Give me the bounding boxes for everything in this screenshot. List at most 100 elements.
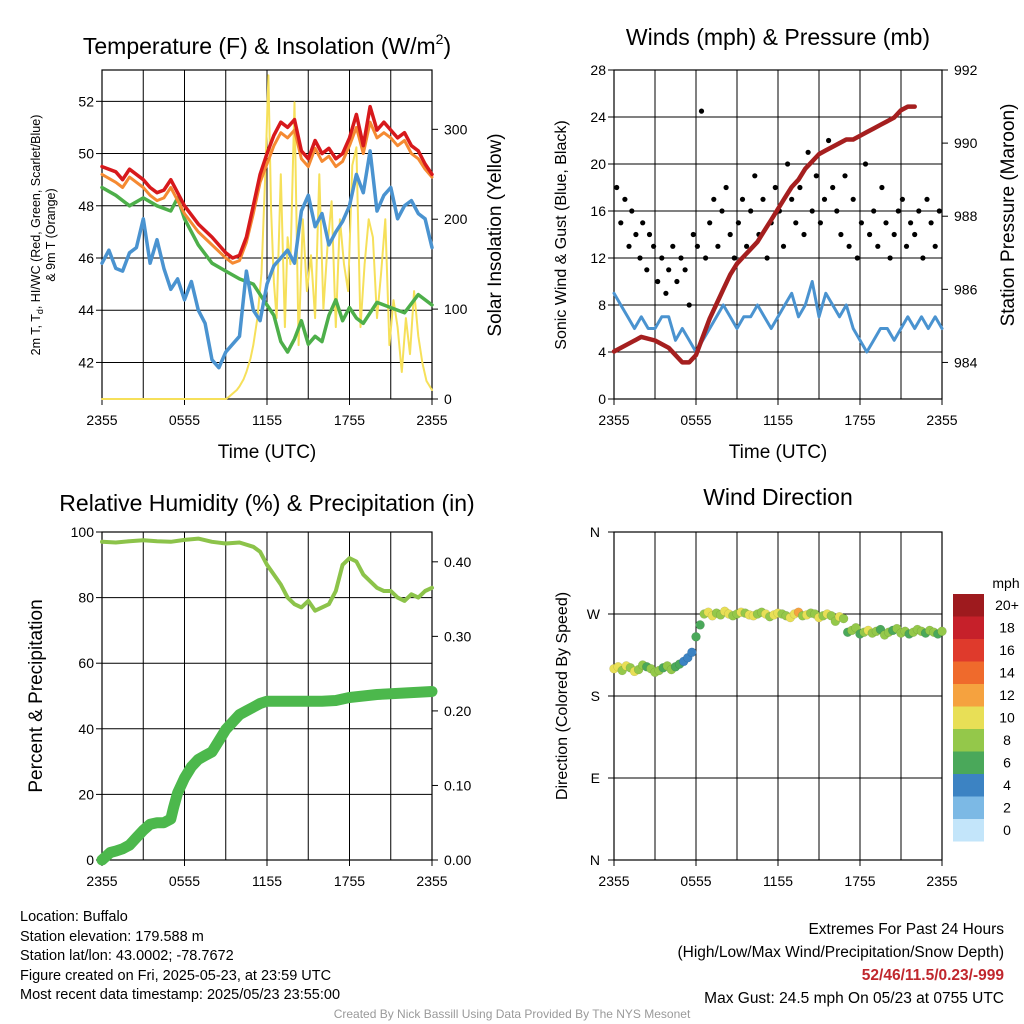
- wind-gust-point: [830, 184, 836, 191]
- colorbar-label: 6: [1003, 755, 1011, 771]
- wind-gust-point: [644, 267, 650, 273]
- wind-gust-point: [698, 108, 705, 114]
- colorbar-swatch: [953, 819, 984, 842]
- wind-gust-point: [731, 255, 737, 261]
- wind-gust-point: [640, 220, 646, 226]
- wind-gust-point: [785, 161, 791, 167]
- rh-xtick-label: 1755: [334, 873, 365, 889]
- winds-ylabel: Sonic Wind & Gust (Blue, Black): [553, 120, 570, 349]
- extremes-values: 52/46/11.5/0.23/-999: [861, 967, 1004, 984]
- humidity-title: Relative Humidity (%) & Precipitation (i…: [59, 490, 474, 516]
- temp-ytick-label: 46: [78, 250, 94, 266]
- colorbar-label: 4: [1003, 777, 1011, 793]
- wind-gust-point: [626, 243, 632, 249]
- wind-gust-point: [703, 255, 709, 261]
- wind-gust-point: [842, 173, 848, 179]
- wind-gust-point: [912, 231, 918, 238]
- dir-xtick-label: 1755: [844, 873, 875, 889]
- humidity-panel: Relative Humidity (%) & Precipitation (i…: [26, 490, 475, 889]
- wind-speed-line: [612, 280, 944, 354]
- humidity-plot: 2355 0555 1155 1755 2355 0 20 40 60 80 100 0.00 0.10…: [71, 524, 472, 889]
- rh-y2tick-label: 0.00: [444, 852, 471, 868]
- wind-gust-point: [663, 290, 669, 296]
- temp-xtick-label: 0555: [169, 412, 200, 428]
- temp-y2tick-label: 0: [444, 391, 452, 407]
- wind-gust-point: [801, 231, 807, 238]
- dir-ytick-label: N: [590, 852, 600, 868]
- direction-panel: Wind Direction 2355 0555 1155 1755 2355 N E S W N…: [554, 484, 1020, 889]
- wind-gust-point: [834, 208, 840, 214]
- wind-gust-point: [748, 208, 754, 214]
- rh-xtick-label: 1155: [252, 873, 282, 889]
- colorbar-swatch: [953, 751, 984, 774]
- wind-gust-point: [850, 196, 856, 202]
- wind-gust-point: [772, 184, 778, 191]
- wind-gust-point: [618, 220, 624, 226]
- wind-gust-point: [838, 231, 844, 238]
- wind-gust-point: [646, 231, 653, 238]
- wind-gust-point: [629, 208, 635, 214]
- wind-gust-point: [826, 137, 832, 144]
- colorbar-label: 12: [999, 687, 1015, 703]
- wind-gust-point: [637, 255, 643, 261]
- speed-colorbar: mph 20+ 18 16 14 12 10 8 6 4 2 0: [953, 575, 1020, 842]
- temp-y2tick-label: 100: [444, 301, 468, 317]
- wind-gust-point: [879, 184, 885, 191]
- wind-ytick-label: 24: [590, 109, 606, 125]
- colorbar-swatch: [953, 661, 984, 684]
- temp-xtick-label: 1155: [252, 412, 282, 428]
- wind-gust-point: [895, 208, 901, 214]
- rh-ytick-label: 60: [78, 655, 94, 671]
- wind-gust-point: [655, 278, 661, 285]
- colorbar-swatch: [953, 639, 984, 662]
- wind-gust-point: [797, 184, 803, 191]
- colorbar-unit: mph: [992, 575, 1019, 591]
- station-location: Location: Buffalo: [20, 909, 128, 925]
- wind-gust-point: [793, 220, 799, 226]
- figure-created: Figure created on Fri, 2025-05-23, at 23…: [20, 967, 332, 984]
- temp-ytick-label: 42: [78, 354, 94, 370]
- colorbar-label: 16: [999, 642, 1015, 658]
- colorbar-swatch: [953, 774, 984, 797]
- wind-gust-point: [887, 255, 893, 261]
- rh-ytick-label: 40: [78, 721, 94, 737]
- wind-gust-point: [752, 173, 758, 179]
- wind-gust-point: [666, 267, 672, 273]
- dir-xtick-label: 2355: [598, 873, 629, 889]
- wind-gust-point: [690, 231, 696, 238]
- wind-gust-point: [928, 220, 934, 226]
- winds-title: Winds (mph) & Pressure (mb): [626, 24, 930, 50]
- wind-y2tick-label: 984: [954, 354, 978, 370]
- temp-series-red: [100, 104, 434, 260]
- temperature-ylabel: 2m T, Td, HI/WC (Red, Green, Scarlet/Blu…: [29, 115, 45, 356]
- wind-gust-point: [715, 243, 721, 249]
- wind-gust-point: [735, 220, 742, 226]
- wind-gust-point: [723, 184, 729, 191]
- temp-y2tick-label: 200: [444, 211, 468, 227]
- winds-y2label: Station Pressure (Maroon): [998, 104, 1019, 327]
- wind-y2tick-label: 992: [954, 62, 978, 78]
- temp-y2tick-label: 300: [444, 121, 468, 137]
- colorbar-label: 8: [1003, 732, 1011, 748]
- wind-gust-point: [903, 243, 910, 249]
- wind-gust-point: [821, 196, 828, 202]
- wind-gust-point: [920, 255, 926, 261]
- direction-title: Wind Direction: [703, 484, 853, 510]
- wind-y2tick-label: 990: [954, 135, 978, 151]
- winds-plot: 2355 0555 1155 1755 2355 0 4 8 12 16 20 24 28 984 986 9…: [590, 62, 977, 428]
- wind-gust-point: [694, 243, 701, 249]
- rh-y2tick-label: 0.20: [444, 703, 471, 719]
- wind-gust-point: [858, 220, 865, 226]
- wind-gust-point: [862, 161, 869, 167]
- wind-gust-point: [633, 231, 639, 238]
- wind-gust-point: [924, 196, 930, 202]
- wind-gust-point: [614, 184, 620, 191]
- temp-ytick-label: 44: [78, 302, 94, 318]
- wind-gust-point: [891, 231, 897, 238]
- winds-panel: Winds (mph) & Pressure (mb) 2355 0555 1155…: [553, 24, 1019, 463]
- wind-gust-point: [719, 208, 725, 214]
- wind-gust-point: [670, 243, 676, 249]
- wind-gust-point: [908, 220, 914, 226]
- dir-xtick-label: 1155: [763, 873, 793, 889]
